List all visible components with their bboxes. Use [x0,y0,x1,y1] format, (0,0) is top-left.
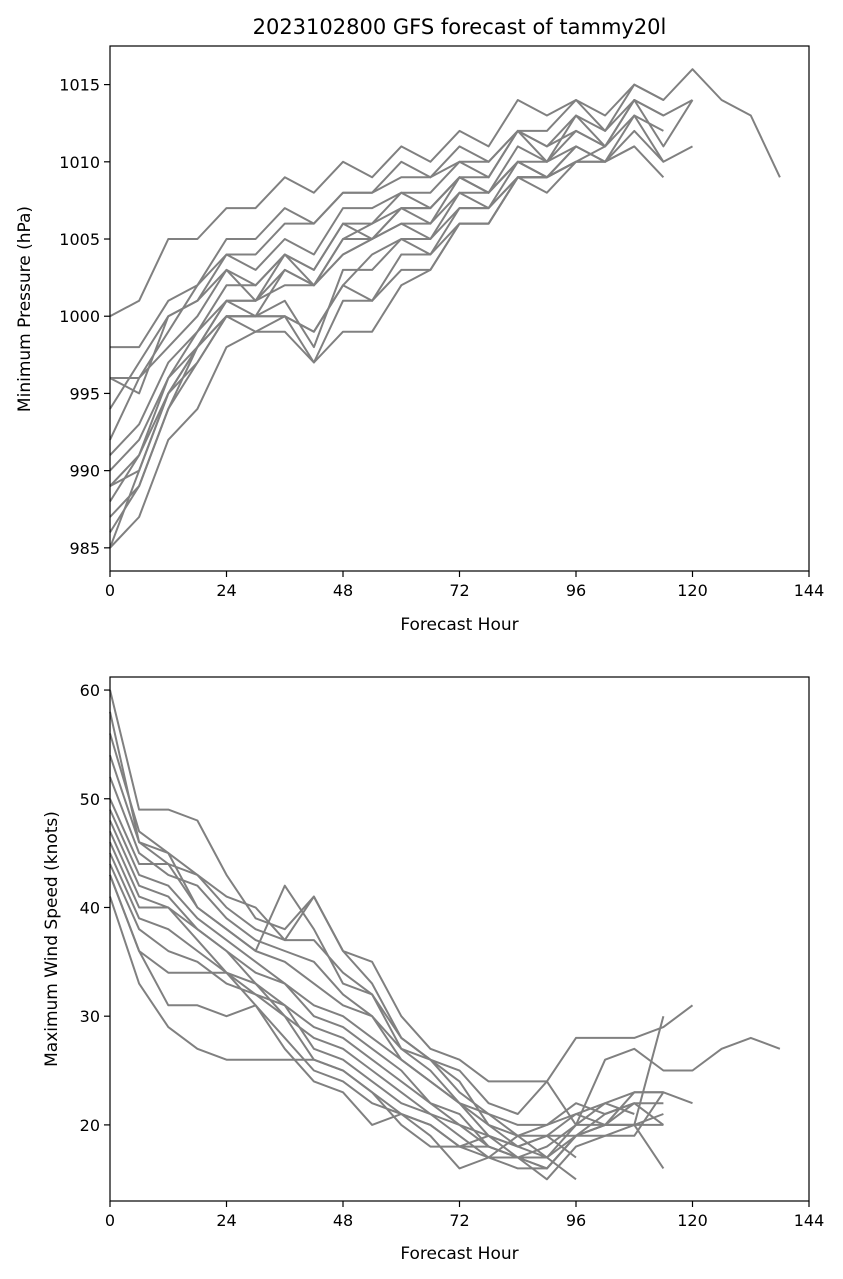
wind-y-tick-label: 50 [80,790,100,809]
pressure-series-11 [109,160,577,487]
pressure-series-13 [109,160,577,533]
pressure-series-3 [110,99,664,379]
wind-x-tick-label: 144 [794,1211,825,1230]
wind-x-tick-label: 24 [216,1211,236,1230]
wind-plot-frame [109,676,810,1202]
pressure-x-tick-label: 48 [333,581,353,600]
pressure-series-2 [110,83,664,349]
wind-x-tick-label: 48 [333,1211,353,1230]
pressure-chart: Forecast Hour Minimum Pressure (hPa) 0 24… [15,45,825,635]
pressure-series-15 [109,160,577,549]
pressure-series-8 [109,129,665,472]
wind-chart: Forecast Hour Maximum Wind Speed (knots)… [42,676,825,1264]
wind-x-tick-label: 0 [105,1211,115,1230]
pressure-x-tick-label: 144 [794,581,825,600]
wind-x-tick-label: 120 [677,1211,708,1230]
pressure-y-tick-label: 1000 [59,307,100,326]
wind-x-axis-label: Forecast Hour [400,1244,518,1264]
pressure-y-tick-label: 990 [69,462,100,481]
wind-y-axis-label: Maximum Wind Speed (knots) [42,811,62,1067]
pressure-series-9 [109,145,606,487]
wind-x-tick-label: 72 [449,1211,469,1230]
pressure-series-5 [109,114,664,410]
pressure-x-tick-label: 120 [677,581,708,600]
wind-series-9 [109,830,664,1159]
wind-series-12 [109,863,665,1181]
wind-y-tick-label: 20 [80,1116,100,1135]
wind-series-3 [109,733,664,1137]
wind-series-6 [109,798,664,1148]
pressure-x-tick-label: 72 [449,581,469,600]
wind-y-tick-label: 30 [80,1007,100,1026]
wind-series-5 [109,776,664,1137]
wind-y-tick-label: 40 [80,898,100,917]
wind-x-tick-label: 96 [566,1211,586,1230]
pressure-plot-frame [109,45,810,572]
pressure-y-tick-label: 1015 [59,76,100,95]
pressure-series-14 [109,145,635,549]
pressure-y-tick-label: 1005 [59,230,100,249]
pressure-x-tick-label: 96 [566,581,586,600]
wind-series-1 [109,689,694,1083]
pressure-y-axis-label: Minimum Pressure (hPa) [15,206,35,412]
wind-y-tick-label: 60 [80,681,100,700]
wind-series-14 [109,874,577,1181]
figure-title: 2023102800 GFS forecast of tammy20l [253,15,667,39]
pressure-y-tick-label: 1010 [59,153,100,172]
pressure-series-1 [109,68,781,318]
pressure-x-tick-label: 0 [105,581,115,600]
wind-series-15 [109,896,577,1159]
pressure-y-tick-label: 985 [69,539,100,558]
pressure-x-axis-label: Forecast Hour [400,615,518,635]
pressure-y-tick-label: 995 [69,384,100,403]
pressure-x-tick-label: 24 [216,581,236,600]
